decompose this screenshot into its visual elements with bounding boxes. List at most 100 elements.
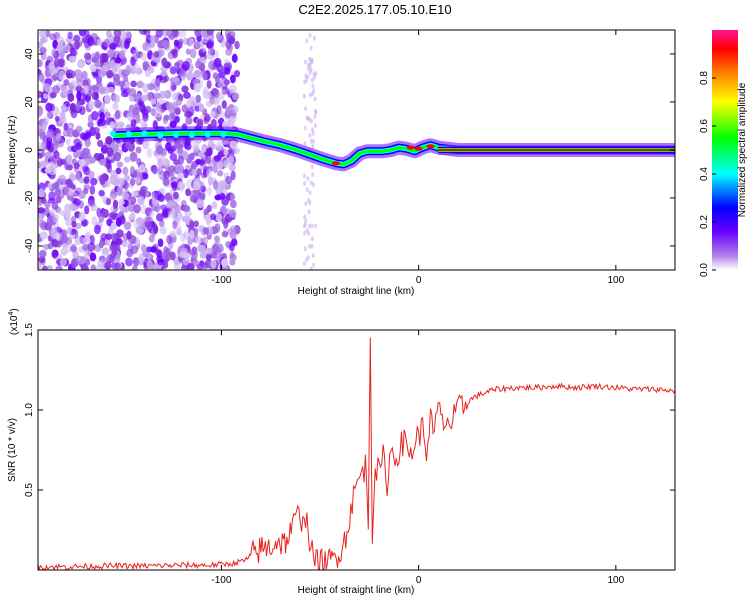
noise-blob (99, 111, 105, 122)
noise-blob (111, 232, 117, 243)
noise-blob (180, 265, 188, 270)
noise-blob (38, 72, 45, 83)
noise-blob (162, 75, 170, 82)
noise-blob (305, 187, 309, 193)
noise-blob (312, 182, 316, 188)
noise-blob (43, 92, 49, 100)
noise-blob (98, 212, 105, 223)
noise-blob (157, 165, 164, 175)
noise-blob (56, 157, 63, 167)
noise-blob (162, 260, 169, 269)
noise-blob (212, 180, 219, 190)
noise-blob (125, 140, 132, 150)
noise-blob (112, 102, 119, 111)
noise-blob (64, 210, 72, 218)
noise-blob (221, 230, 229, 238)
ridge-hotspot (331, 161, 340, 166)
noise-blob (46, 141, 52, 150)
noise-blob (313, 123, 317, 129)
noise-blob (234, 69, 241, 78)
noise-blob (126, 230, 132, 240)
noise-blob (307, 243, 311, 249)
noise-blob (144, 69, 151, 78)
noise-blob (51, 182, 60, 190)
noise-blob (136, 94, 142, 101)
noise-blob (146, 223, 153, 232)
noise-blob (159, 90, 167, 99)
noise-blob (51, 201, 59, 210)
noise-blob (76, 79, 84, 88)
noise-blob (41, 122, 47, 132)
noise-blob (69, 102, 77, 113)
snr-ylabel: SNR (10 * v/v) (7, 418, 18, 482)
y-tick-label: 0 (24, 147, 35, 153)
noise-blob (43, 151, 52, 159)
noise-blob (206, 41, 214, 49)
noise-blob (306, 74, 310, 80)
noise-blob (228, 209, 237, 218)
noise-blob (135, 227, 144, 234)
noise-blob (147, 261, 155, 270)
noise-blob (110, 193, 117, 201)
noise-blob (61, 229, 68, 238)
noise-blob (150, 98, 157, 105)
y-tick-label: 0.5 (24, 483, 35, 497)
noise-blob (119, 50, 126, 60)
noise-blob (186, 263, 195, 270)
noise-blob (70, 79, 78, 86)
noise-blob (217, 181, 226, 191)
noise-blob (105, 180, 111, 188)
noise-blob (179, 251, 186, 258)
noise-blob (209, 96, 215, 105)
noise-blob (215, 77, 221, 84)
noise-blob (38, 188, 45, 198)
noise-blob (308, 190, 312, 196)
noise-blob (106, 69, 115, 78)
noise-blob (229, 242, 235, 252)
noise-blob (302, 261, 306, 267)
noise-blob (78, 30, 87, 37)
noise-blob (169, 230, 177, 238)
y-tick-label: -40 (24, 238, 35, 253)
chart-title: C2E2.2025.177.05.10.E10 (298, 2, 451, 17)
noise-blob (217, 71, 226, 79)
noise-blob (190, 163, 197, 171)
noise-blob (53, 52, 60, 60)
noise-blob (169, 153, 178, 162)
noise-blob (79, 236, 85, 245)
noise-blob (106, 218, 113, 227)
noise-blob (145, 91, 153, 101)
noise-blob (172, 191, 179, 200)
noise-blob (230, 115, 238, 122)
noise-blob (183, 142, 189, 150)
snr-multiplier-exp: 4 (8, 312, 15, 316)
noise-blob (127, 214, 135, 221)
noise-blob (46, 215, 53, 226)
noise-blob (45, 30, 51, 38)
noise-blob (312, 138, 316, 144)
noise-blob (303, 181, 307, 187)
snr-line-layer (38, 337, 675, 570)
colorbar-ticks: 0.0 0.2 0.4 0.6 0.8 (699, 71, 716, 277)
noise-blob (214, 235, 220, 243)
noise-blob (198, 49, 204, 57)
noise-blob (132, 49, 139, 58)
noise-blob (87, 36, 95, 47)
noise-blob (109, 59, 116, 70)
noise-blob (56, 43, 64, 53)
noise-blob (130, 118, 137, 128)
snr-multiplier: (x104) (8, 308, 20, 335)
noise-blob (75, 171, 81, 181)
noise-blob (311, 171, 315, 177)
noise-blob (130, 56, 136, 67)
noise-blob (83, 176, 90, 184)
noise-blob (49, 33, 57, 41)
y-tick-label: 1.0 (24, 403, 35, 417)
noise-blob (156, 145, 164, 155)
noise-blob (161, 209, 169, 218)
noise-blob (199, 191, 206, 202)
noise-blob (179, 30, 187, 38)
noise-blob (185, 188, 191, 197)
ridge-dot (157, 132, 164, 139)
noise-blob (207, 176, 214, 186)
